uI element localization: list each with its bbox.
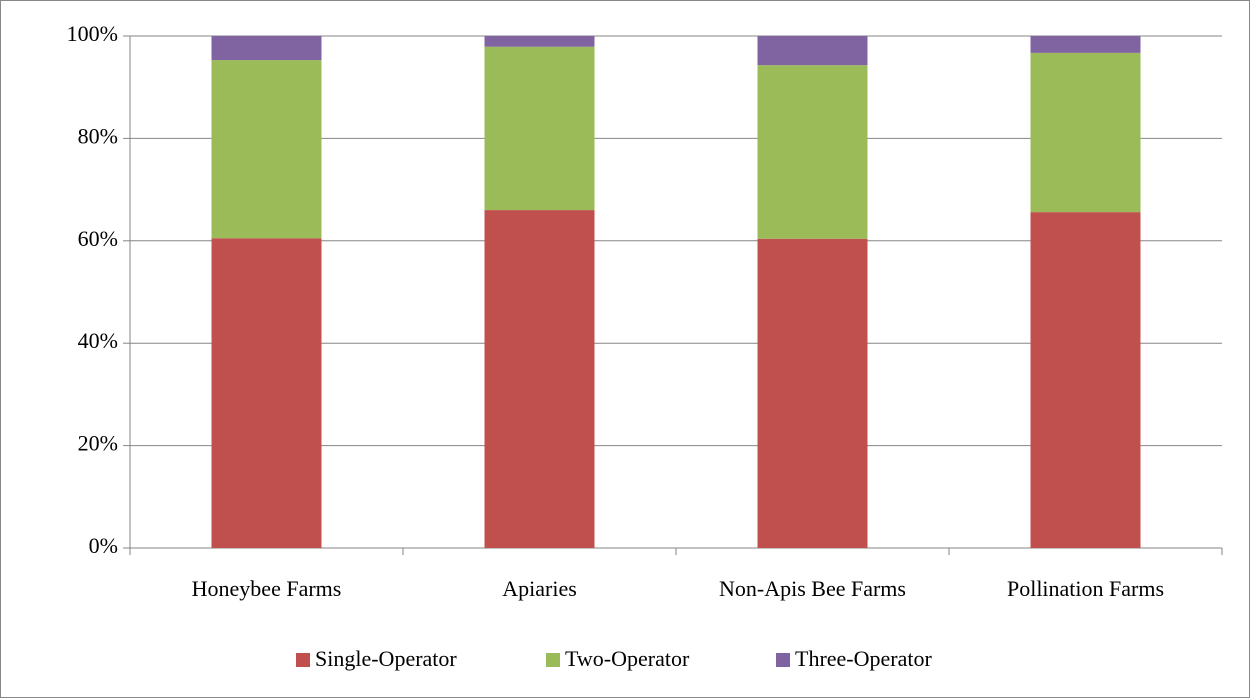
legend-label: Three-Operator — [795, 646, 932, 671]
x-tick-label: Honeybee Farms — [192, 576, 342, 601]
y-tick-label: 20% — [78, 431, 118, 456]
bar-segment — [1030, 212, 1141, 549]
bar-segment — [211, 60, 322, 239]
legend-label: Single-Operator — [315, 646, 457, 671]
bar-segment — [484, 210, 595, 548]
y-tick-label: 0% — [89, 533, 118, 558]
bar-segment — [484, 46, 595, 211]
y-tick-label: 80% — [78, 123, 118, 148]
bar-segment — [757, 65, 868, 239]
legend-swatch — [776, 653, 790, 667]
bar-segment — [1030, 36, 1141, 53]
legend-label: Two-Operator — [565, 646, 690, 671]
x-tick-label: Apiaries — [502, 576, 577, 601]
bar-segment — [1030, 52, 1141, 213]
x-tick-label: Non-Apis Bee Farms — [719, 576, 906, 601]
y-tick-label: 40% — [78, 328, 118, 353]
bar-segment — [211, 238, 322, 549]
bar-segment — [757, 36, 868, 66]
y-tick-label: 60% — [78, 226, 118, 251]
bar-segment — [484, 36, 595, 47]
y-tick-label: 100% — [67, 21, 118, 46]
x-tick-label: Pollination Farms — [1007, 576, 1164, 601]
legend-swatch — [546, 653, 560, 667]
bar-segment — [757, 238, 868, 548]
bar-segment — [211, 36, 322, 61]
legend-swatch — [296, 653, 310, 667]
